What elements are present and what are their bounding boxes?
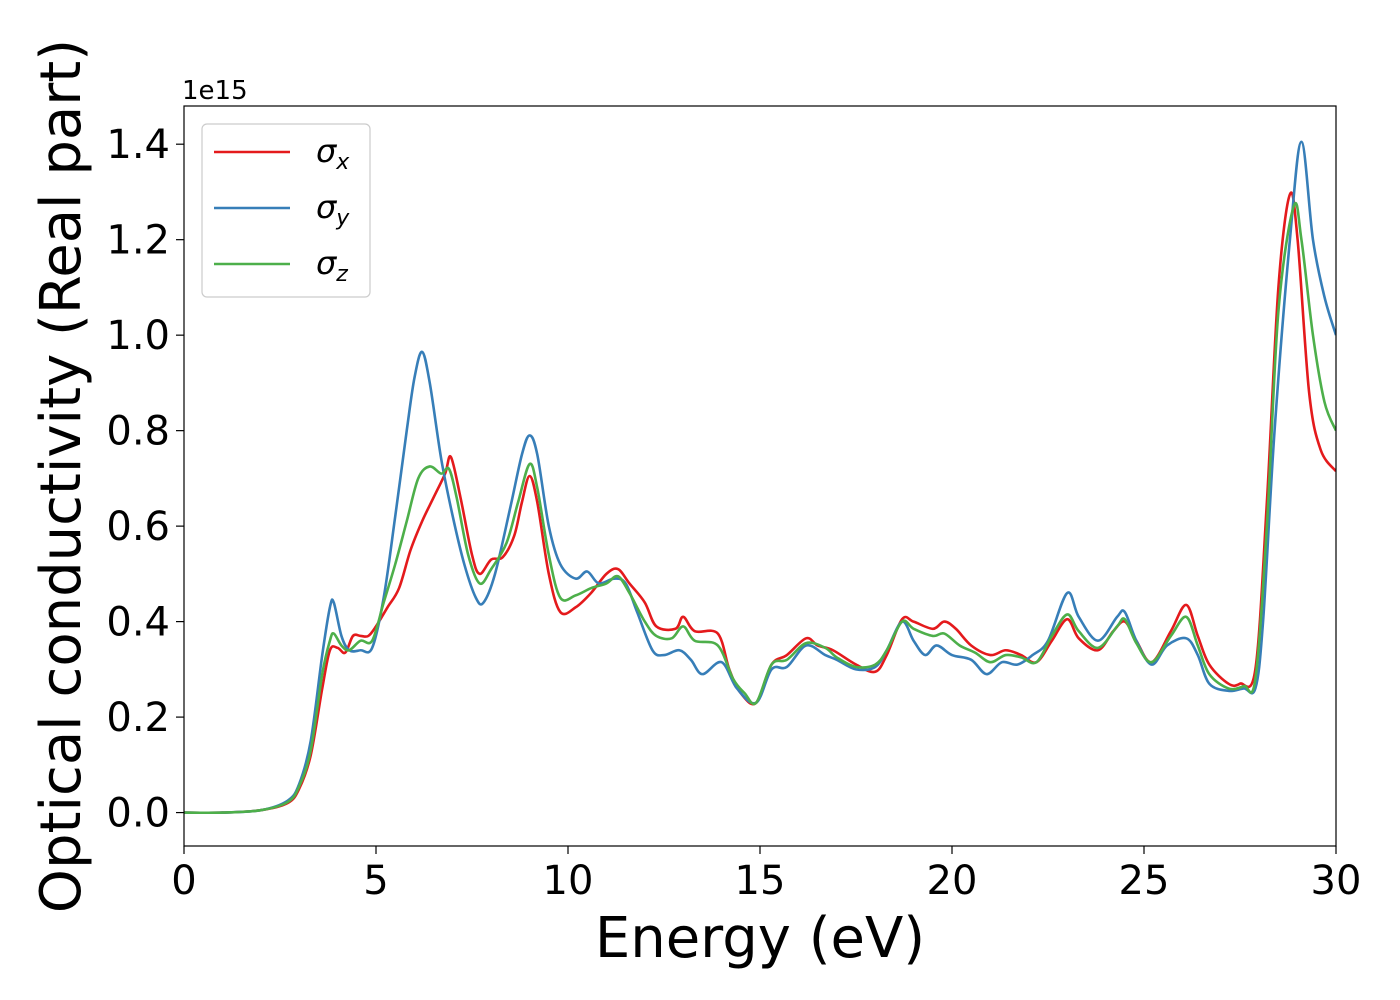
- legend-symbol: σ: [316, 188, 338, 226]
- series-line-z: [184, 202, 1336, 815]
- x-tick-label: 30: [1311, 858, 1362, 904]
- y-tick-label: 0.4: [106, 600, 170, 646]
- series-layer: [184, 140, 1336, 815]
- x-tick-label: 25: [1119, 858, 1170, 904]
- x-axis-ticks: 0 5 10 15 20 25 30: [171, 846, 1361, 904]
- legend-subscript: x: [335, 150, 350, 175]
- y-tick-label: 0.0: [106, 791, 170, 837]
- x-tick-label: 5: [363, 858, 388, 904]
- x-tick-label: 0: [171, 858, 196, 904]
- legend-box: [201, 123, 371, 298]
- x-axis-label: Energy (eV): [595, 906, 925, 971]
- y-axis-ticks: 0.0 0.2 0.4 0.6 0.8 1.0 1.2 1.4: [106, 122, 184, 837]
- plot-area: [184, 106, 1336, 846]
- legend-symbol: σ: [316, 132, 338, 170]
- legend-label-y: σy: [316, 188, 350, 231]
- legend-symbol: σ: [316, 244, 338, 282]
- x-tick-label: 20: [927, 858, 978, 904]
- y-tick-label: 0.2: [106, 695, 170, 741]
- y-tick-label: 1.0: [106, 313, 170, 359]
- series-line-y: [184, 140, 1336, 815]
- y-tick-label: 0.6: [106, 504, 170, 550]
- y-tick-label: 1.4: [106, 122, 170, 168]
- legend-subscript: y: [335, 206, 350, 231]
- legend-label-x: σx: [316, 132, 350, 175]
- y-axis-label: Optical conductivity (Real part): [29, 39, 94, 913]
- y-tick-label: 1.2: [106, 218, 170, 264]
- y-offset-label: 1e15: [182, 76, 248, 106]
- x-tick-label: 10: [543, 858, 594, 904]
- legend-subscript: z: [335, 262, 348, 287]
- legend-label-z: σz: [316, 244, 348, 287]
- x-tick-label: 15: [735, 858, 786, 904]
- y-tick-label: 0.8: [106, 409, 170, 455]
